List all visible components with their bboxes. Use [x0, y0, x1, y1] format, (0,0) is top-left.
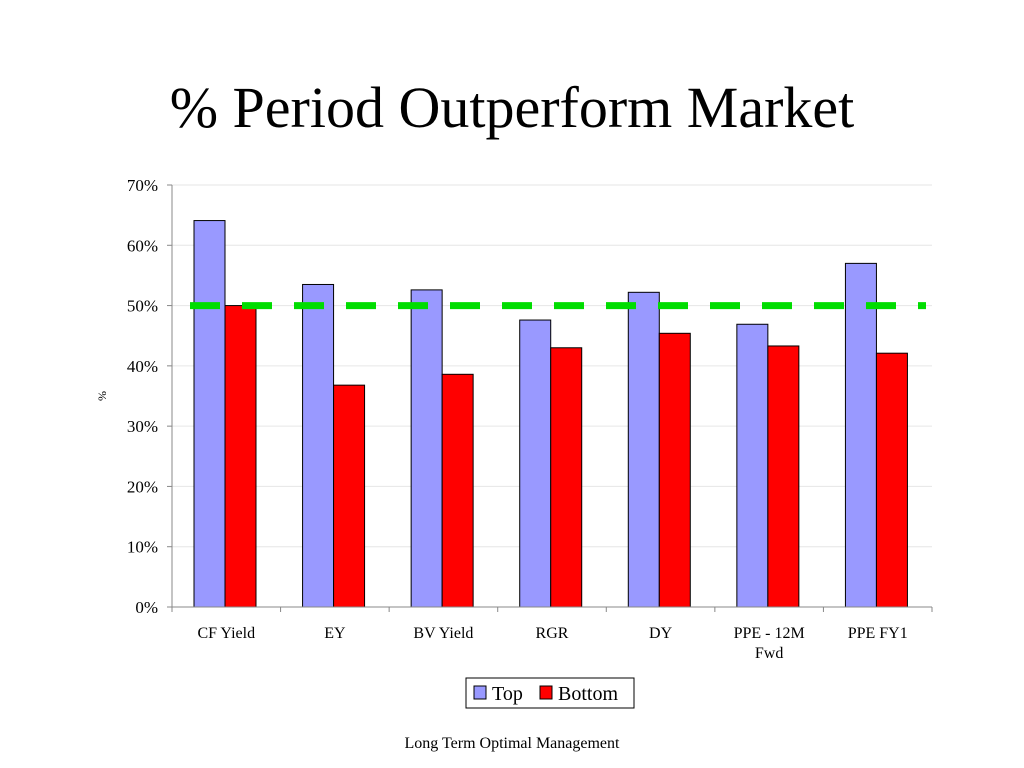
x-tick-label: Fwd [755, 645, 783, 662]
x-tick-label: PPE - 12M [734, 625, 805, 642]
x-tick-label: CF Yield [197, 625, 255, 642]
slide-title: % Period Outperform Market [169, 75, 855, 140]
x-tick-label: RGR [536, 625, 569, 642]
axis-labels: 0% 10% 20% 30% 40% 50% 60% 70%% CF Yield EY BV Yie… [95, 176, 908, 662]
bar-top-4 [627, 291, 660, 608]
bar-top-3 [519, 319, 552, 608]
legend-label-bottom: Bottom [558, 683, 618, 705]
axes [167, 184, 933, 612]
bar-bottom-3 [550, 347, 583, 608]
legend-swatch-top [473, 685, 487, 700]
bar-bottom-1 [333, 384, 366, 608]
bars [193, 220, 908, 608]
bar-bottom-5 [767, 345, 800, 608]
bar-top-6 [844, 262, 877, 608]
y-tick-label: 40% [127, 357, 158, 376]
bar-top-1 [302, 283, 335, 608]
y-tick-label: 70% [127, 176, 158, 195]
y-tick-label: 0% [135, 598, 158, 617]
bar-bottom-0 [224, 305, 257, 608]
bar-top-0 [193, 220, 226, 608]
y-tick-label: 10% [127, 538, 158, 557]
y-tick-label: 60% [127, 236, 158, 255]
x-tick-label: PPE FY1 [848, 625, 908, 642]
y-axis-title: % [95, 391, 109, 401]
outperform-bar-chart: 0% 10% 20% 30% 40% 50% 60% 70%% CF Yield EY BV Yie… [95, 176, 933, 709]
bar-bottom-2 [441, 373, 474, 608]
x-tick-label: EY [324, 625, 346, 642]
legend: Top Bottom [465, 677, 635, 709]
legend-swatch-bottom [539, 685, 553, 700]
slide-footer: Long Term Optimal Management [404, 735, 620, 752]
x-tick-label: DY [649, 625, 673, 642]
bar-top-5 [736, 323, 769, 608]
y-tick-label: 20% [127, 477, 158, 496]
bar-bottom-4 [658, 332, 691, 608]
bar-top-2 [410, 289, 443, 608]
y-tick-label: 30% [127, 417, 158, 436]
x-tick-label: BV Yield [413, 625, 473, 642]
bar-bottom-6 [875, 352, 908, 608]
y-tick-label: 50% [127, 297, 158, 316]
legend-label-top: Top [492, 683, 523, 705]
